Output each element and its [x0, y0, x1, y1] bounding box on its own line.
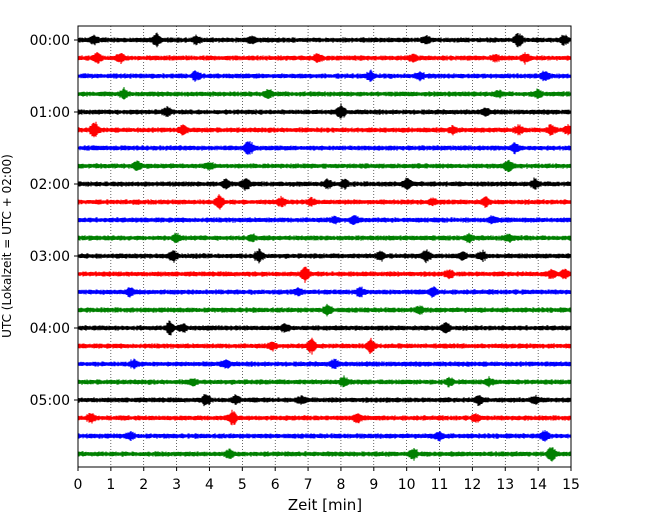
- seismic-trace: [78, 215, 571, 225]
- seismic-trace: [78, 320, 571, 336]
- x-tick-label: 1: [106, 477, 115, 493]
- seismic-trace: [78, 409, 571, 426]
- seismic-trace: [78, 69, 571, 82]
- x-tick-label: 12: [463, 477, 481, 493]
- plot-frame: [77, 25, 572, 468]
- y-tick-label: 03:00: [30, 249, 70, 265]
- seismic-trace: [78, 394, 571, 407]
- seismic-trace: [78, 266, 571, 283]
- y-tick-label: 05:00: [30, 393, 70, 409]
- x-tick-label: 8: [336, 477, 345, 493]
- x-tick-label: 11: [431, 477, 449, 493]
- y-tick-label: 00:00: [30, 33, 70, 49]
- seismic-trace: [78, 375, 571, 388]
- seismic-trace: [78, 121, 571, 138]
- y-tick-label: 02:00: [30, 177, 70, 193]
- seismic-trace: [78, 430, 571, 442]
- x-tick-label: 9: [369, 477, 378, 493]
- x-tick-label: 4: [205, 477, 214, 493]
- seismic-trace: [78, 141, 571, 155]
- x-tick-label: 14: [529, 477, 547, 493]
- seismic-trace: [78, 32, 571, 48]
- seismic-trace: [78, 52, 571, 65]
- x-tick-label: 15: [562, 477, 580, 493]
- x-tick-label: 2: [139, 477, 148, 493]
- seismic-trace: [78, 159, 571, 173]
- x-tick-label: 7: [304, 477, 313, 493]
- x-tick-label: 6: [271, 477, 280, 493]
- y-tick-label: 01:00: [30, 105, 70, 121]
- seismic-trace: [78, 194, 571, 210]
- seismic-traces: [78, 32, 571, 462]
- seismic-trace: [78, 337, 571, 355]
- y-axis-label: UTC (Lokalzeit = UTC + 02:00): [0, 154, 14, 338]
- x-axis-ticks: 0 1 2 3 4 5 6 7 8 9 10 11 12 13 14 15: [74, 467, 580, 493]
- seismic-trace: [78, 87, 571, 100]
- y-axis-ticks: 00:00 01:00 02:00 03:00 04:00 05:00: [30, 33, 78, 409]
- seismic-trace: [78, 248, 571, 264]
- x-axis-label: Zeit [min]: [288, 496, 362, 514]
- x-tick-label: 10: [398, 477, 416, 493]
- x-tick-label: 0: [74, 477, 83, 493]
- seismic-trace: [78, 286, 571, 298]
- seismic-trace: [78, 103, 571, 119]
- seismic-trace: [78, 358, 571, 370]
- seismic-trace: [78, 232, 571, 244]
- seismic-trace: [78, 177, 571, 191]
- x-tick-label: 5: [238, 477, 247, 493]
- x-tick-label: 3: [172, 477, 181, 493]
- seismic-trace: [78, 447, 571, 462]
- seismic-trace: [78, 303, 571, 317]
- x-tick-label: 13: [496, 477, 514, 493]
- y-tick-label: 04:00: [30, 321, 70, 337]
